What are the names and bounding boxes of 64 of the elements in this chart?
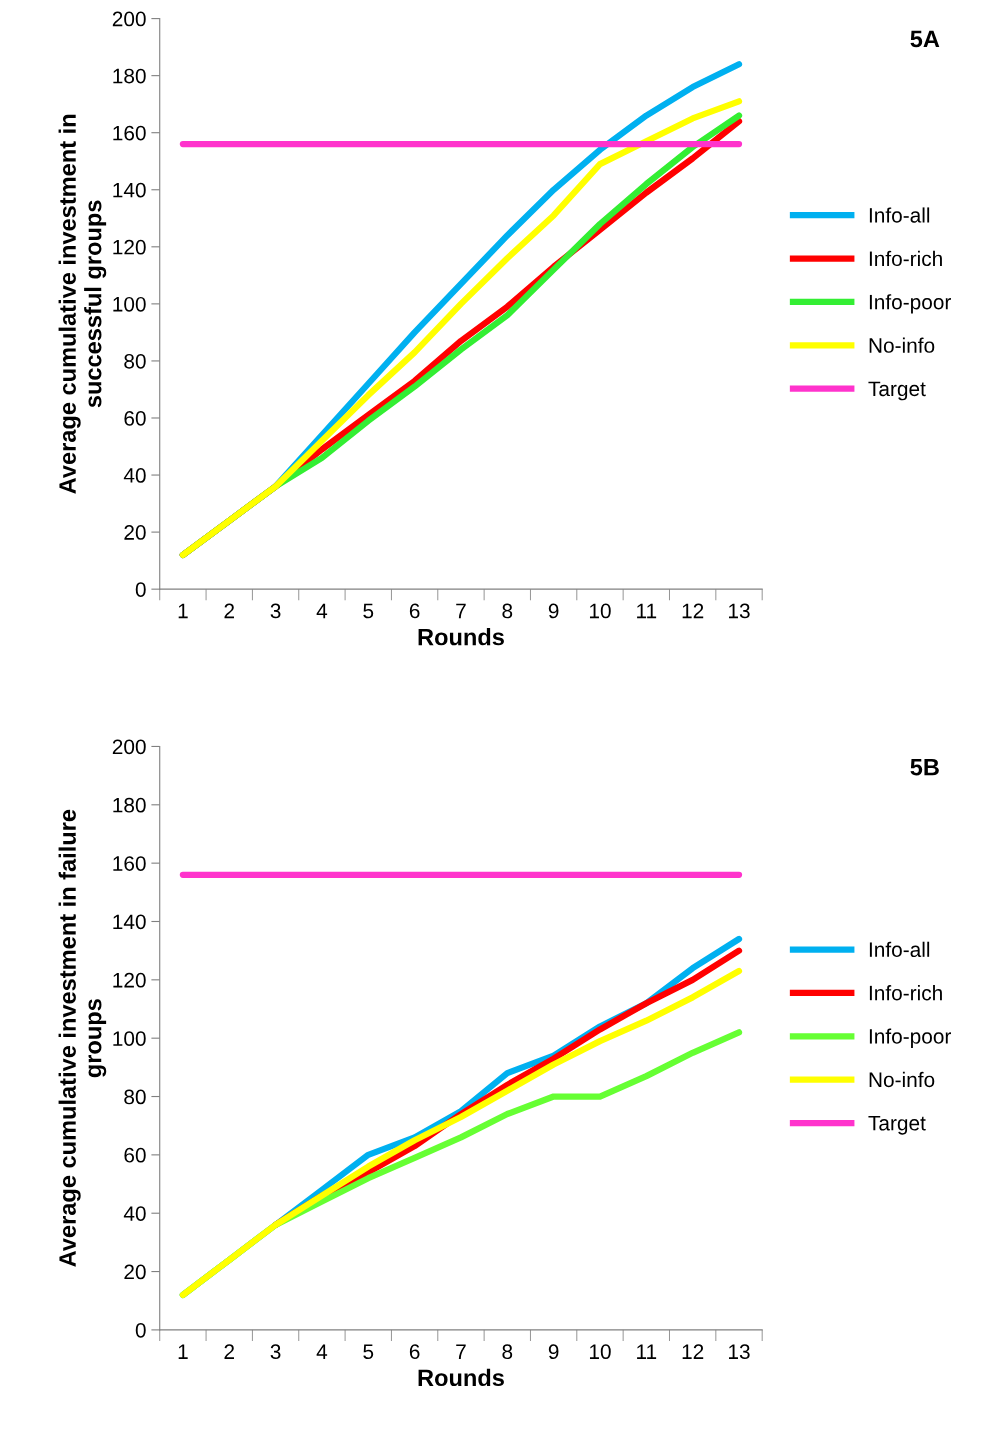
y-tick-label: 0 — [135, 582, 146, 597]
y-tick-label: 140 — [113, 182, 146, 198]
y-tick-label: 120 — [113, 972, 146, 988]
y-tick-label: 160 — [113, 856, 146, 871]
y-tick-label: 160 — [113, 125, 146, 141]
legend-label: Info-rich — [869, 985, 942, 1001]
x-tick-label: 5 — [363, 1344, 374, 1360]
y-axis-title: Average cumulative investment in successful groups — [58, 114, 107, 494]
x-tick-label: 13 — [729, 1344, 750, 1360]
y-tick-label: 40 — [123, 1206, 146, 1221]
y-tick-label: 180 — [113, 797, 146, 813]
x-tick-label: 10 — [589, 1344, 611, 1360]
legend-label: Info-poor — [869, 294, 952, 314]
legend-label: Info-all — [869, 207, 930, 223]
x-tick-label: 8 — [502, 603, 513, 619]
legend-label: No-info — [869, 1071, 935, 1088]
y-tick-label: 80 — [124, 1089, 146, 1105]
x-tick-label: 11 — [637, 1344, 657, 1359]
x-tick-label: 12 — [682, 603, 704, 619]
x-tick-label: 8 — [502, 1344, 513, 1360]
legend-label: No-info — [869, 337, 935, 353]
x-tick-label: 1 — [178, 603, 188, 619]
y-tick-label: 80 — [124, 353, 146, 369]
legend-label: Info-all — [869, 941, 930, 958]
legend-label: Target — [868, 1115, 926, 1135]
y-tick-label: 200 — [112, 11, 146, 27]
x-tick-label: 9 — [548, 1344, 559, 1360]
x-axis-title: Rounds — [418, 1368, 504, 1387]
y-tick-label: 140 — [113, 914, 146, 930]
legend-label: Info-rich — [869, 250, 942, 267]
x-tick-label: 11 — [637, 603, 657, 619]
x-tick-label: 7 — [456, 1344, 466, 1359]
y-tick-label: 100 — [113, 1031, 146, 1046]
y-axis-title: Average cumulative investment in failure groups — [58, 809, 107, 1267]
x-tick-label: 2 — [224, 1344, 234, 1359]
x-tick-label: 13 — [729, 603, 750, 619]
x-tick-label: 1 — [178, 1344, 188, 1359]
y-tick-label: 40 — [123, 468, 146, 483]
y-tick-label: 200 — [112, 739, 146, 755]
y-tick-label: 0 — [135, 1322, 146, 1338]
x-tick-label: 4 — [316, 1344, 328, 1359]
y-tick-label: 20 — [124, 1264, 146, 1280]
x-tick-label: 6 — [409, 603, 420, 619]
x-tick-label: 3 — [270, 1344, 281, 1360]
text: 5A — [910, 30, 940, 48]
legend-label: Info-poor — [869, 1028, 952, 1048]
y-tick-label: 60 — [124, 1147, 146, 1163]
legend-label: Target — [868, 381, 926, 401]
x-tick-label: 10 — [589, 603, 611, 619]
x-tick-label: 4 — [316, 603, 328, 619]
x-tick-label: 6 — [409, 1344, 420, 1360]
y-tick-label: 120 — [113, 239, 146, 255]
y-tick-label: 180 — [113, 68, 146, 84]
x-tick-label: 7 — [456, 603, 466, 619]
y-tick-label: 100 — [113, 296, 146, 312]
text: 5B — [910, 759, 939, 776]
x-tick-label: 12 — [682, 1344, 704, 1359]
x-tick-label: 9 — [548, 603, 559, 619]
x-tick-label: 2 — [224, 603, 234, 619]
y-tick-label: 20 — [124, 525, 146, 540]
y-tick-label: 60 — [124, 410, 146, 426]
x-axis-title: Rounds — [418, 628, 504, 646]
x-tick-label: 5 — [363, 603, 374, 619]
x-tick-label: 3 — [270, 603, 281, 619]
